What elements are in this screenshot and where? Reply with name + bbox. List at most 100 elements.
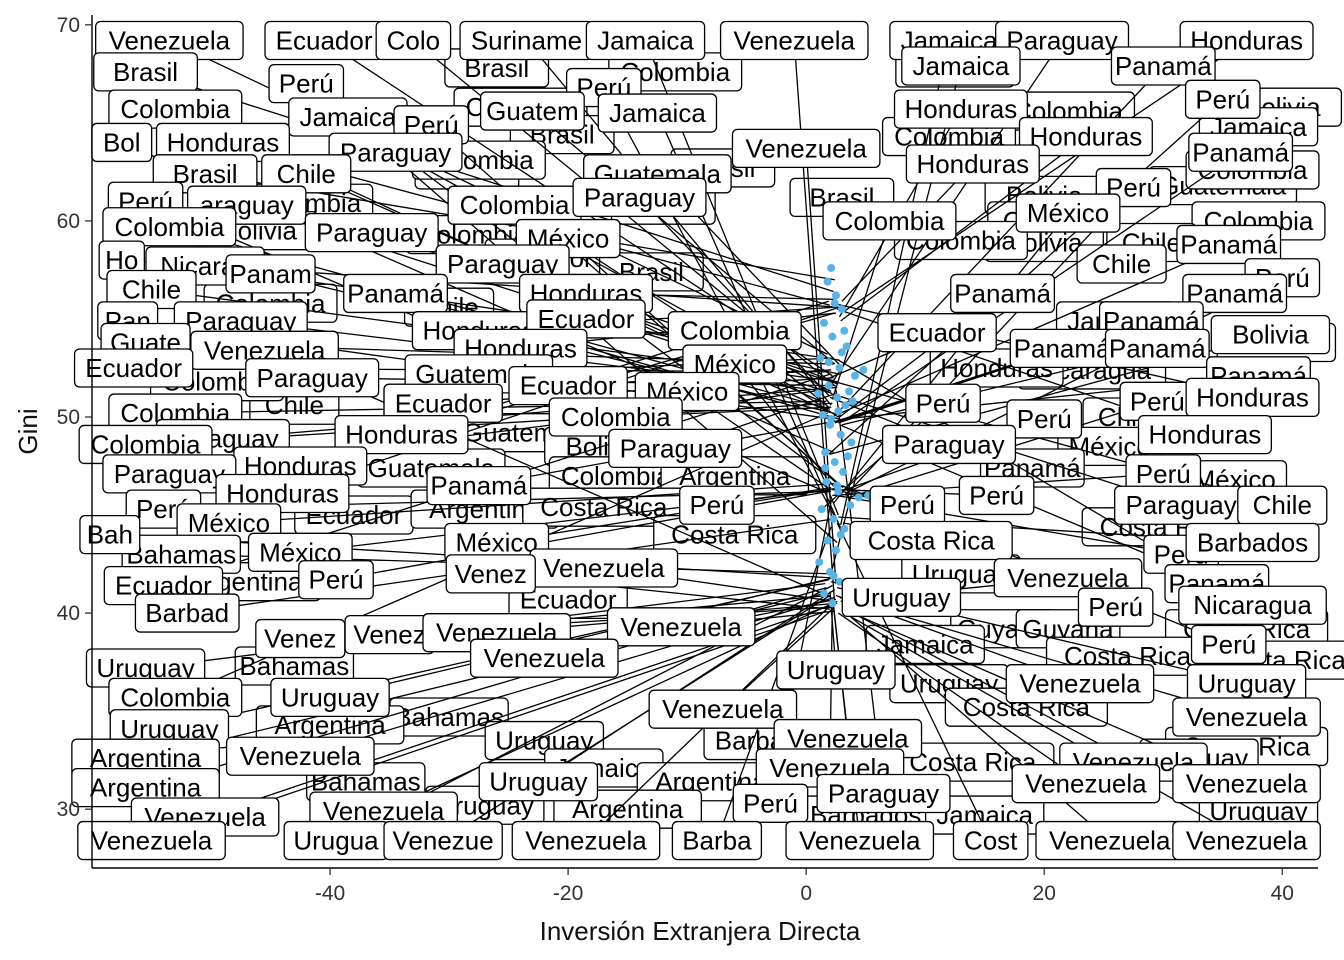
x-tick-label: -40	[315, 882, 345, 905]
country-label: Panamá	[1188, 132, 1294, 172]
country-label-box	[1018, 116, 1153, 157]
country-label: Jamaica	[597, 93, 718, 133]
country-label: México	[444, 522, 550, 563]
country-label: México	[1015, 193, 1121, 233]
data-point	[840, 326, 849, 335]
y-tick-label: 70	[57, 14, 80, 37]
country-label-text: Perú	[689, 490, 744, 520]
country-label-text: Panamá	[1109, 333, 1206, 363]
country-label: Perú	[1125, 454, 1202, 494]
country-label-box	[905, 383, 981, 423]
country-label-text: Colombia	[120, 682, 230, 712]
background-label: Chile	[1076, 244, 1167, 284]
country-label-text: Panamá	[430, 471, 527, 501]
country-label: Panamá	[1009, 328, 1115, 369]
country-label-box	[905, 144, 1040, 184]
background-label-text: Chile	[1092, 249, 1151, 279]
country-label-text: Chile	[122, 275, 181, 305]
country-label-text: Perú	[1017, 404, 1072, 434]
country-label: Guatem	[479, 91, 585, 131]
country-label-text: Venezuela	[745, 133, 867, 163]
country-label-box	[585, 20, 706, 61]
country-label-box	[1184, 79, 1261, 119]
country-label-text: Uruguay	[1197, 669, 1295, 699]
country-label-box	[383, 820, 503, 861]
country-label-text: Perú	[916, 388, 971, 418]
country-label-text: Venez	[264, 624, 336, 654]
country-label: Perú	[905, 383, 981, 423]
country-label-box	[479, 91, 585, 131]
country-label-text: Honduras	[345, 420, 458, 450]
country-label-box	[1172, 764, 1321, 804]
country-label-box	[877, 313, 997, 353]
country-label-box	[785, 820, 935, 861]
x-tick-label: 20	[1033, 882, 1056, 905]
country-label: Paraguay	[245, 358, 380, 398]
country-label-text: Guatem	[486, 96, 579, 126]
country-label-text: Honduras	[167, 127, 280, 157]
data-point	[841, 401, 850, 410]
country-label-text: Venezuela	[734, 25, 856, 55]
y-tick-label: 50	[57, 406, 80, 429]
data-point	[820, 318, 829, 327]
country-label-text: Colombia	[680, 316, 790, 346]
country-label: Perú	[298, 560, 374, 600]
country-label: Bahamas	[121, 534, 242, 574]
country-label-text: Bolivia	[1232, 320, 1309, 350]
country-label: Bol	[91, 122, 153, 163]
country-label: Cost	[952, 820, 1029, 861]
country-label: México	[176, 503, 282, 543]
background-label: Costa Rica	[653, 514, 817, 555]
y-tick-label: 40	[57, 602, 80, 625]
country-label-text: Perú	[1088, 592, 1143, 622]
country-label-text: Venezuela	[1025, 769, 1147, 799]
country-label-text: Panamá	[347, 278, 444, 308]
leader-line	[827, 379, 1283, 506]
country-label-text: Bahamas	[126, 539, 236, 569]
country-label-box	[893, 89, 1028, 129]
country-label-box	[719, 20, 869, 61]
country-label: Colombia	[108, 677, 243, 718]
country-label: Honduras	[1018, 116, 1153, 157]
data-point	[859, 365, 868, 374]
data-point	[847, 438, 856, 447]
country-label-text: Uruguay	[281, 682, 379, 712]
country-label-text: Costa Rica	[868, 526, 996, 556]
country-label-box	[1182, 273, 1288, 314]
country-label: Suriname	[459, 20, 594, 61]
data-point	[848, 397, 857, 406]
data-point	[831, 546, 840, 555]
country-label-box	[822, 201, 957, 241]
country-label-text: Barbad	[145, 598, 229, 628]
country-label: Perú	[1095, 167, 1172, 208]
country-label-box	[1210, 314, 1331, 355]
country-label-box	[597, 93, 718, 133]
data-point	[840, 524, 849, 533]
country-label: Perú	[268, 63, 345, 104]
country-label-box	[134, 593, 240, 633]
country-label: Uruguay	[776, 650, 896, 690]
country-label-text: Chile	[1253, 490, 1312, 520]
country-label: Honduras	[155, 122, 290, 163]
country-label-text: México	[1027, 198, 1109, 228]
country-label-box	[901, 46, 1021, 86]
country-label-text: Barbados	[1197, 527, 1308, 557]
data-point	[830, 299, 839, 308]
background-label: Ecuador	[508, 579, 628, 620]
data-point	[827, 414, 836, 423]
country-label: Perú	[1006, 399, 1083, 439]
country-label-text: Chile	[277, 159, 336, 189]
country-label-text: Paraguay	[340, 137, 451, 167]
country-label: Jamaica	[901, 46, 1021, 86]
country-label-text: Perú	[1195, 84, 1250, 114]
country-label: Paraguay	[1114, 485, 1249, 525]
country-label: Venezuela	[1011, 764, 1161, 804]
country-label: Venezuela	[1172, 697, 1321, 737]
country-label-box	[608, 428, 743, 469]
country-label-box	[1172, 820, 1321, 861]
country-label-box	[478, 762, 599, 802]
country-label-box	[445, 554, 536, 594]
country-label-text: Perú	[1136, 459, 1191, 489]
country-label: Panamá	[1182, 273, 1288, 314]
